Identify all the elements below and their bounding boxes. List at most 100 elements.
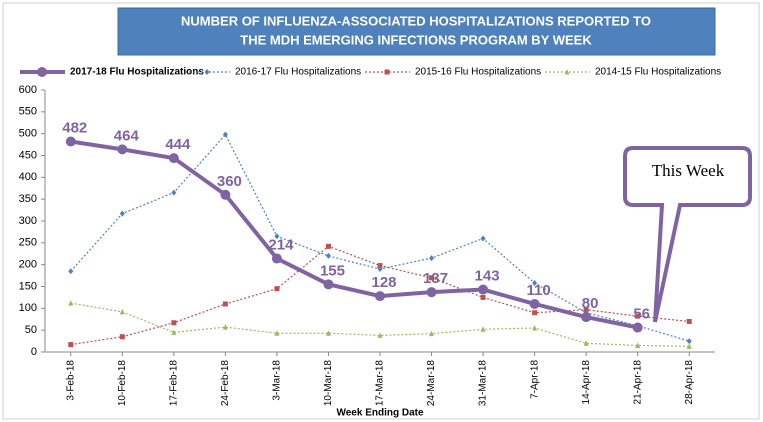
y-tick-label: 50 <box>25 324 37 336</box>
data-point <box>119 308 125 315</box>
y-tick-label: 0 <box>31 346 37 358</box>
x-tick-label: 3-Mar-18 <box>272 360 283 401</box>
data-point <box>429 330 435 337</box>
title-banner <box>117 7 716 56</box>
data-label: 360 <box>217 173 242 190</box>
data-point <box>686 318 692 324</box>
y-tick-label: 300 <box>19 215 37 227</box>
data-label: 56 <box>633 306 650 323</box>
data-point <box>222 324 228 330</box>
data-point <box>68 342 74 348</box>
data-point <box>168 153 179 164</box>
data-point <box>323 279 334 290</box>
data-point <box>532 324 538 331</box>
data-point <box>583 340 589 346</box>
y-tick-label: 500 <box>19 128 37 140</box>
data-label: 80 <box>582 295 599 312</box>
x-axis-label: Week Ending Date <box>336 408 423 419</box>
data-point <box>480 294 486 300</box>
data-point <box>583 307 589 313</box>
data-point <box>171 320 177 326</box>
data-point <box>375 291 385 302</box>
x-tick-label: 21-Apr-18 <box>632 360 643 405</box>
data-point <box>68 268 74 275</box>
data-point <box>377 263 383 269</box>
data-point <box>429 255 435 262</box>
data-point <box>581 312 592 323</box>
data-point <box>480 235 486 242</box>
data-point <box>532 280 538 287</box>
y-tick-label: 250 <box>19 237 37 249</box>
x-tick-label: 24-Feb-18 <box>220 360 231 407</box>
data-point <box>119 334 125 340</box>
x-tick-label: 17-Mar-18 <box>375 360 386 407</box>
y-tick-label: 450 <box>19 149 37 161</box>
x-tick-label: 14-Apr-18 <box>581 360 592 405</box>
data-point <box>171 189 177 196</box>
data-point <box>220 189 231 200</box>
chart-title: THE MDH EMERGING INFECTIONS PROGRAM BY W… <box>240 32 592 47</box>
callout <box>623 146 752 323</box>
x-tick-label: 31-Mar-18 <box>478 360 489 407</box>
x-tick-label: 28-Apr-18 <box>684 360 695 405</box>
data-point <box>171 329 177 335</box>
data-point <box>635 313 641 319</box>
x-tick-label: 3-Feb-18 <box>65 360 76 401</box>
chart-title: NUMBER OF INFLUENZA-ASSOCIATED HOSPITALI… <box>181 13 651 28</box>
x-tick-label: 17-Feb-18 <box>168 360 179 407</box>
data-point <box>222 301 228 307</box>
data-point <box>426 287 437 298</box>
data-point <box>478 284 489 295</box>
data-label: 128 <box>371 274 396 291</box>
data-point <box>222 131 228 138</box>
y-tick-label: 600 <box>19 84 37 96</box>
y-tick-label: 350 <box>19 193 37 205</box>
data-point <box>274 330 280 336</box>
data-point <box>686 343 692 349</box>
data-point <box>325 330 331 336</box>
data-label: 110 <box>527 282 551 299</box>
x-tick-label: 24-Mar-18 <box>426 360 437 407</box>
legend-label: 2016-17 Flu Hospitalizations <box>235 67 361 78</box>
data-point <box>117 144 128 155</box>
legend-label: 2017-18 Flu Hospitalizations <box>70 67 204 78</box>
data-point <box>632 322 643 333</box>
data-point <box>377 266 383 273</box>
x-tick-label: 7-Apr-18 <box>529 360 540 399</box>
legend-label: 2014-15 Flu Hospitalizations <box>595 67 721 78</box>
data-label: 464 <box>114 127 140 144</box>
data-label: 143 <box>475 268 500 285</box>
data-point <box>271 253 282 264</box>
data-point <box>68 300 74 306</box>
x-tick-label: 10-Mar-18 <box>323 360 334 407</box>
data-point <box>377 332 383 338</box>
data-point <box>635 342 641 348</box>
data-label: 482 <box>62 119 87 136</box>
data-point <box>274 233 280 240</box>
data-point <box>429 275 435 281</box>
data-point <box>532 310 538 316</box>
y-tick-label: 550 <box>19 106 37 118</box>
data-point <box>529 298 540 309</box>
data-label: 137 <box>423 270 448 287</box>
data-point <box>65 136 76 147</box>
data-point <box>686 338 692 345</box>
y-tick-label: 150 <box>19 280 37 292</box>
data-point <box>119 210 125 217</box>
annotation: This Week <box>652 161 725 180</box>
data-point <box>480 326 486 332</box>
data-label: 155 <box>320 262 345 279</box>
data-label: 214 <box>268 237 294 254</box>
legend-label: 2015-16 Flu Hospitalizations <box>415 67 541 78</box>
data-point <box>325 243 331 249</box>
y-tick-label: 100 <box>19 302 37 314</box>
data-point <box>274 286 280 292</box>
data-point <box>325 252 331 259</box>
series-line <box>70 139 639 330</box>
y-tick-label: 200 <box>19 259 37 271</box>
x-tick-label: 10-Feb-18 <box>117 360 128 407</box>
y-tick-label: 400 <box>19 171 37 183</box>
data-label: 444 <box>165 136 191 153</box>
